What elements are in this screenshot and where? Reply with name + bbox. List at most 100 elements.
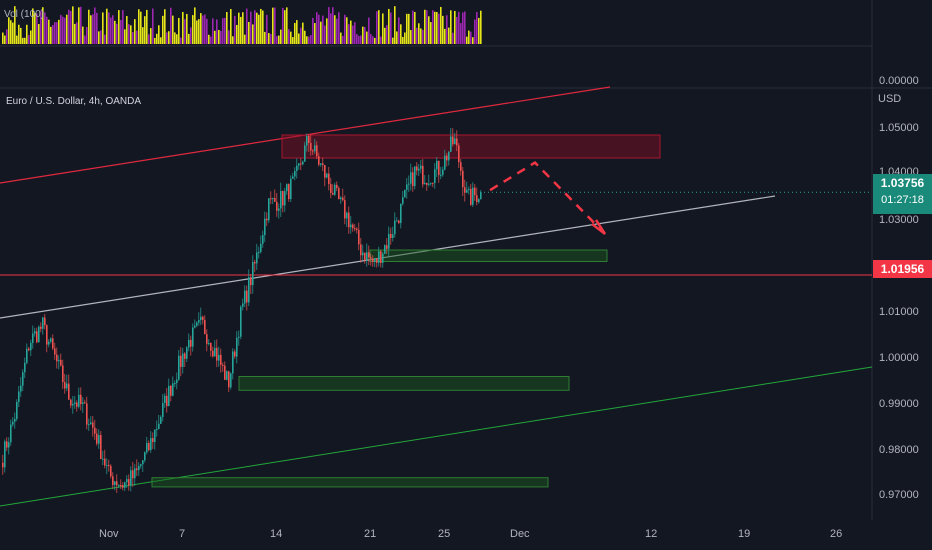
- volume-bar: [272, 7, 274, 44]
- volume-bar: [42, 7, 44, 45]
- volume-bar: [24, 37, 26, 44]
- candle-body: [264, 218, 266, 236]
- volume-bar: [44, 12, 46, 44]
- candle-body: [238, 336, 240, 338]
- volume-bar: [40, 10, 42, 45]
- volume-bar: [348, 24, 350, 44]
- volume-bar: [226, 11, 228, 44]
- volume-bar: [88, 9, 90, 45]
- candle-body: [294, 170, 296, 177]
- support-zone[interactable]: [369, 249, 608, 262]
- candle-body: [86, 403, 88, 425]
- volume-bar: [52, 24, 54, 44]
- candle-body: [302, 161, 304, 165]
- volume-indicator-label[interactable]: Vol (100): [4, 9, 45, 20]
- volume-bar: [176, 34, 178, 44]
- candle-body: [116, 481, 118, 486]
- candle-body: [318, 156, 320, 165]
- volume-bar: [146, 9, 148, 44]
- support-zone[interactable]: [151, 477, 549, 488]
- candle-body: [336, 184, 338, 189]
- candle-body: [248, 277, 250, 303]
- candle-body: [200, 316, 202, 321]
- volume-bar: [426, 10, 428, 44]
- volume-bar: [420, 28, 422, 44]
- volume-bar: [218, 29, 220, 44]
- candle-body: [372, 258, 374, 262]
- candle-body: [342, 197, 344, 201]
- support-zone[interactable]: [238, 376, 570, 391]
- candle-body: [222, 364, 224, 366]
- volume-bar: [182, 12, 184, 44]
- volume-bar: [474, 19, 476, 44]
- projection-path[interactable]: [489, 161, 606, 235]
- candle-body: [60, 359, 62, 366]
- candle-body: [22, 372, 24, 386]
- volume-bar: [454, 10, 456, 44]
- volume-bar: [4, 35, 6, 44]
- volume-bar: [124, 29, 126, 44]
- volume-bar: [222, 18, 224, 44]
- volume-bar: [442, 15, 444, 44]
- candle-body: [324, 165, 326, 178]
- volume-bar: [328, 7, 330, 44]
- volume-bar: [98, 31, 100, 44]
- candle-body: [412, 172, 414, 187]
- volume-bar: [54, 22, 56, 44]
- projection-arrowhead: [591, 219, 607, 235]
- candle-body: [190, 339, 192, 347]
- candle-body: [48, 341, 50, 345]
- y-tick-label: 0.97000: [879, 489, 919, 501]
- volume-bar: [468, 30, 470, 44]
- resistance-zone[interactable]: [281, 134, 661, 159]
- candle-body: [50, 338, 52, 342]
- volume-bar: [116, 23, 118, 44]
- volume-bar: [388, 8, 390, 45]
- candle-body: [210, 343, 212, 351]
- candle-body: [218, 354, 220, 361]
- volume-bar: [278, 35, 280, 44]
- candle-body: [414, 166, 416, 187]
- candle-body: [156, 428, 158, 430]
- candle-body: [128, 479, 130, 486]
- candle-body: [90, 422, 92, 425]
- volume-bar: [240, 16, 242, 44]
- candle-body: [186, 347, 188, 359]
- candle-body: [338, 188, 340, 200]
- volume-bar: [456, 16, 458, 44]
- candle-body: [296, 165, 298, 171]
- volume-bar: [200, 13, 202, 44]
- candle-body: [352, 224, 354, 229]
- candle-body: [100, 435, 102, 459]
- candle-body: [326, 173, 328, 178]
- candle-body: [256, 252, 258, 264]
- candle-body: [42, 317, 44, 329]
- mid-trendline[interactable]: [0, 195, 776, 319]
- candle-body: [108, 465, 110, 467]
- candle-body: [312, 150, 314, 152]
- volume-bar: [216, 19, 218, 44]
- volume-bar: [290, 31, 292, 44]
- volume-bar: [14, 6, 16, 45]
- volume-bar: [242, 12, 244, 44]
- volume-bar: [78, 7, 80, 45]
- lower-channel-line[interactable]: [0, 366, 873, 507]
- volume-bar: [132, 31, 134, 44]
- volume-bar: [186, 13, 188, 44]
- y-tick-label: 1.03000: [879, 214, 919, 226]
- volume-bar: [156, 33, 158, 44]
- candle-body: [450, 136, 452, 152]
- volume-bar: [270, 33, 272, 44]
- candle-body: [434, 169, 436, 184]
- candle-body: [176, 379, 178, 384]
- volume-bar: [224, 17, 226, 44]
- candle-body: [240, 306, 242, 337]
- candle-body: [438, 160, 440, 176]
- candle-body: [26, 348, 28, 363]
- volume-bar: [408, 13, 410, 44]
- y-tick-label: 0.99000: [879, 398, 919, 410]
- volume-bar: [338, 12, 340, 44]
- candle-body: [4, 441, 6, 468]
